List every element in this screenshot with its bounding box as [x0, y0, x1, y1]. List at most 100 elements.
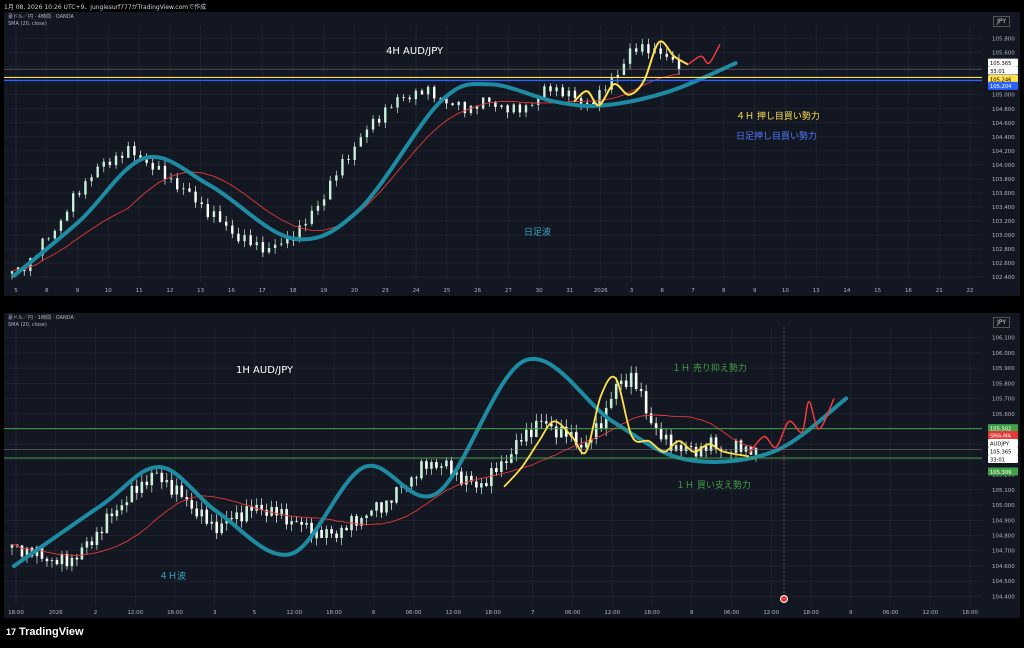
indicator-label: SMA (20, close): [8, 322, 47, 328]
candle-body: [280, 509, 283, 516]
candle-body: [120, 505, 124, 511]
candle-body: [574, 432, 578, 446]
x-tick-label: 6: [372, 610, 376, 616]
candle-body: [435, 462, 438, 468]
x-tick-label: 18:00: [962, 610, 978, 616]
candle-body: [385, 500, 388, 513]
candle-body: [249, 235, 252, 246]
candle-body: [130, 485, 134, 503]
candle-body: [744, 446, 748, 452]
candle-body: [451, 103, 454, 106]
candle-body: [440, 466, 443, 468]
candle-body: [395, 487, 398, 503]
x-tick-label: 10: [782, 288, 789, 294]
y-tick-label: 103.000: [992, 233, 1015, 239]
candle-body: [400, 486, 403, 488]
chart-title: 4H AUD/JPY: [386, 46, 444, 57]
candle-body: [260, 504, 263, 510]
currency-badge[interactable]: JPY: [993, 16, 1010, 27]
indicator-label: SMA (20, close): [8, 21, 47, 27]
candle-body: [286, 236, 289, 244]
candle-body: [524, 105, 528, 113]
candle-body: [495, 468, 498, 473]
candle-body: [659, 428, 663, 440]
x-tick-label: 18:00: [167, 610, 183, 616]
candle-body: [215, 521, 219, 534]
symbol-label: 豪ドル／円 · 4時間 · OANDA: [8, 14, 74, 20]
chart-pane-4h[interactable]: 豪ドル／円 · 4時間 · OANDA SMA (20, close) JPY …: [4, 12, 1020, 296]
tradingview-logo[interactable]: 17 TradingView: [6, 626, 84, 638]
candle-body: [415, 477, 418, 479]
price-tag-text: 105.309: [990, 470, 1011, 476]
candle-body: [488, 97, 491, 102]
x-tick-label: 12:00: [127, 610, 143, 616]
candle-body: [390, 107, 393, 109]
x-tick-label: 15: [874, 288, 881, 294]
candle-body: [80, 547, 84, 560]
candle-body: [420, 461, 423, 479]
candle-body: [671, 56, 675, 60]
candle-body: [335, 175, 338, 181]
candle-body: [47, 238, 50, 240]
tradingview-logo-icon: 17: [6, 627, 17, 637]
x-tick-label: 7: [691, 288, 695, 294]
x-tick-label: 3: [213, 610, 217, 616]
candle-body: [555, 87, 558, 92]
yellow-wave-curve: [503, 375, 750, 488]
candle-body: [614, 384, 618, 399]
x-tick-label: 17: [259, 288, 266, 294]
candle-body: [610, 77, 613, 90]
annotation-4h-buy: ４Ｈ 押し目買い勢力: [736, 110, 820, 122]
x-tick-label: 13: [197, 288, 204, 294]
candle-body: [84, 181, 87, 195]
candle-body: [433, 86, 436, 99]
candle-body: [530, 104, 534, 106]
candle-body: [295, 521, 298, 523]
candle-body: [475, 481, 478, 488]
candle-body: [90, 177, 93, 182]
candle-body: [224, 221, 228, 226]
candle-body: [628, 48, 632, 64]
candle-body: [75, 557, 79, 560]
candle-body: [604, 89, 607, 91]
candle-body: [654, 423, 658, 429]
candle-body: [195, 508, 199, 517]
candle-body: [649, 413, 653, 424]
candle-body: [380, 502, 383, 513]
candle-body: [598, 90, 601, 106]
x-tick-label: 18: [289, 288, 296, 294]
candle-body: [375, 502, 378, 511]
candle-body: [329, 180, 332, 200]
candle-body: [734, 440, 738, 453]
candle-body: [554, 426, 558, 438]
price-tag: [988, 66, 1018, 75]
alert-marker-icon: [780, 595, 788, 603]
candle-body: [644, 391, 648, 414]
chart-pane-1h[interactable]: 豪ドル／円 · 1時間 · OANDA SMA (20, close) JPY …: [4, 313, 1020, 618]
candle-body: [384, 107, 387, 123]
y-tick-label: 106.000: [992, 351, 1015, 357]
candle-body: [70, 557, 74, 567]
candle-body: [304, 223, 307, 226]
price-tag: [988, 424, 1018, 433]
x-tick-label: 10: [105, 288, 112, 294]
candle-body: [569, 432, 573, 437]
candle-body: [543, 86, 546, 98]
price-tag-text: AUDJPY: [990, 441, 1010, 447]
candle-body: [365, 129, 369, 138]
candle-body: [188, 188, 191, 192]
y-tick-label: 104.800: [992, 107, 1015, 113]
x-tick-label: 8: [722, 288, 726, 294]
y-tick-label: 104.000: [992, 163, 1015, 169]
price-tag-text: 105.365: [990, 449, 1011, 455]
y-tick-label: 102.800: [992, 247, 1015, 253]
candle-body: [185, 497, 189, 501]
candle-body: [340, 527, 343, 538]
currency-badge[interactable]: JPY: [993, 317, 1010, 328]
y-tick-label: 104.800: [992, 534, 1015, 540]
x-tick-label: 7: [531, 610, 535, 616]
candle-body: [485, 483, 488, 487]
price-tag: [988, 447, 1018, 456]
x-tick-label: 06:00: [406, 610, 422, 616]
price-tag: [988, 455, 1018, 464]
